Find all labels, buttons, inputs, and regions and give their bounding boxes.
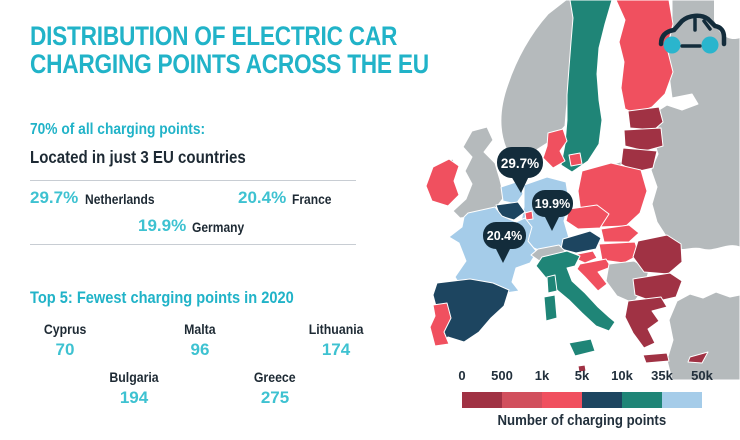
- legend-tick-35k: 35k: [651, 368, 673, 383]
- car-body-outline: [658, 13, 727, 47]
- country-ireland: [425, 158, 460, 207]
- legend-tick-10k: 10k: [611, 368, 633, 383]
- top5-country-bulgaria: Bulgaria: [109, 369, 159, 385]
- country-malta: [577, 364, 587, 373]
- legend-tick-500: 500: [491, 368, 513, 383]
- country-cyprus: [687, 351, 709, 364]
- top5-country-malta: Malta: [184, 321, 216, 337]
- country-uk: [452, 126, 505, 219]
- top5-value-greece: 275: [260, 388, 290, 407]
- top5-country-lithuania: Lithuania: [308, 321, 364, 337]
- legend-segment-0-500: [462, 392, 502, 408]
- country-czechia: [565, 204, 610, 230]
- callout-germany-label: 19.9%: [535, 197, 570, 211]
- europe-map: 29.7% 19.9% 20.4%: [420, 0, 740, 381]
- country-croatia: [576, 258, 612, 292]
- top5-value-malta: 96: [190, 340, 210, 359]
- stat-value-netherlands: 29.7%: [30, 188, 79, 207]
- callout-france-bubble: [483, 222, 526, 249]
- country-estonia: [627, 106, 664, 131]
- top5-country-greece: Greece: [254, 369, 296, 385]
- divider-bottom: [30, 244, 356, 245]
- page-title-line1: DISTRIBUTION OF ELECTRIC CAR: [30, 21, 398, 51]
- stat-country-france: France: [292, 191, 332, 207]
- legend: 0 500 1k 5k 10k 35k 50k Number of chargi…: [455, 366, 712, 432]
- stats-heading-highlight: 70% of all charging points:: [30, 121, 206, 138]
- callout-netherlands-tail: [511, 174, 530, 193]
- callout-france: 20.4%: [483, 222, 526, 263]
- legend-segment-5k-10k: [582, 392, 622, 408]
- page-title-line2: CHARGING POINTS ACROSS THE EU: [30, 49, 429, 79]
- top5-value-bulgaria: 194: [119, 388, 149, 407]
- stat-value-germany: 19.9%: [138, 216, 187, 235]
- stat-country-netherlands: Netherlands: [85, 191, 155, 207]
- stat-value-france: 20.4%: [238, 188, 287, 207]
- country-lithuania: [620, 147, 658, 173]
- callout-germany-bubble: [532, 190, 573, 217]
- country-finland: [615, 0, 674, 115]
- legend-caption: Number of charging points: [497, 412, 667, 429]
- page-title: DISTRIBUTION OF ELECTRIC CAR CHARGING PO…: [30, 21, 429, 79]
- car-front-wheel: [701, 36, 719, 54]
- callout-france-label: 20.4%: [487, 229, 522, 243]
- stats-heading: Located in just 3 EU countries: [30, 147, 246, 167]
- country-greece: [624, 296, 668, 349]
- callout-netherlands-label: 29.7%: [501, 156, 539, 171]
- island-corsica: [546, 274, 558, 294]
- country-sweden: [560, 0, 613, 173]
- legend-segment-35k-50k: [662, 392, 702, 408]
- legend-tick-0: 0: [458, 368, 466, 383]
- legend-tick-1k: 1k: [534, 368, 550, 383]
- callout-netherlands: 29.7%: [497, 147, 543, 193]
- country-hungary: [598, 241, 640, 264]
- country-latvia: [623, 127, 664, 152]
- country-portugal: [429, 302, 452, 347]
- island-sicily: [568, 338, 596, 357]
- legend-segment-500-1k: [502, 392, 542, 408]
- island-sardinia: [543, 294, 558, 322]
- callout-germany-tail: [544, 213, 561, 231]
- legend-tick-50k: 50k: [691, 368, 713, 383]
- legend-color-bar: [462, 392, 702, 408]
- top5-country-cyprus: Cyprus: [43, 321, 87, 337]
- country-slovakia: [600, 224, 640, 243]
- country-luxembourg: [524, 210, 534, 221]
- ev-car-icon: [658, 13, 727, 54]
- country-bulgaria: [632, 272, 683, 303]
- legend-segment-1k-5k: [542, 392, 582, 408]
- callout-netherlands-bubble: [497, 147, 543, 178]
- car-window-lines: [680, 17, 712, 48]
- europe-map-svg: 29.7% 19.9% 20.4%: [425, 0, 740, 381]
- stat-country-germany: Germany: [192, 219, 245, 235]
- divider-top: [30, 180, 356, 181]
- callout-germany: 19.9%: [532, 190, 573, 231]
- island-crete: [642, 352, 670, 364]
- country-turkey: [666, 291, 740, 381]
- car-rear-wheel: [663, 36, 681, 54]
- top5-heading: Top 5: Fewest charging points in 2020: [30, 288, 294, 307]
- top5-value-cyprus: 70: [55, 340, 75, 359]
- top5-value-lithuania: 174: [321, 340, 351, 359]
- country-denmark-islands: [568, 152, 583, 167]
- country-denmark: [542, 128, 568, 169]
- legend-tick-5k: 5k: [574, 368, 590, 383]
- legend-segment-10k-35k: [622, 392, 662, 408]
- country-romania: [632, 234, 683, 275]
- callout-france-tail: [495, 245, 512, 263]
